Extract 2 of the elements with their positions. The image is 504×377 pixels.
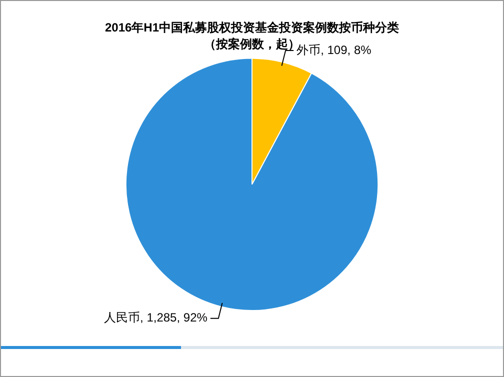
chart-title: 2016年H1中国私募股权投资基金投资案例数按币种分类 xyxy=(104,20,400,35)
slice-label: 人民币, 1,285, 92% xyxy=(104,310,208,325)
